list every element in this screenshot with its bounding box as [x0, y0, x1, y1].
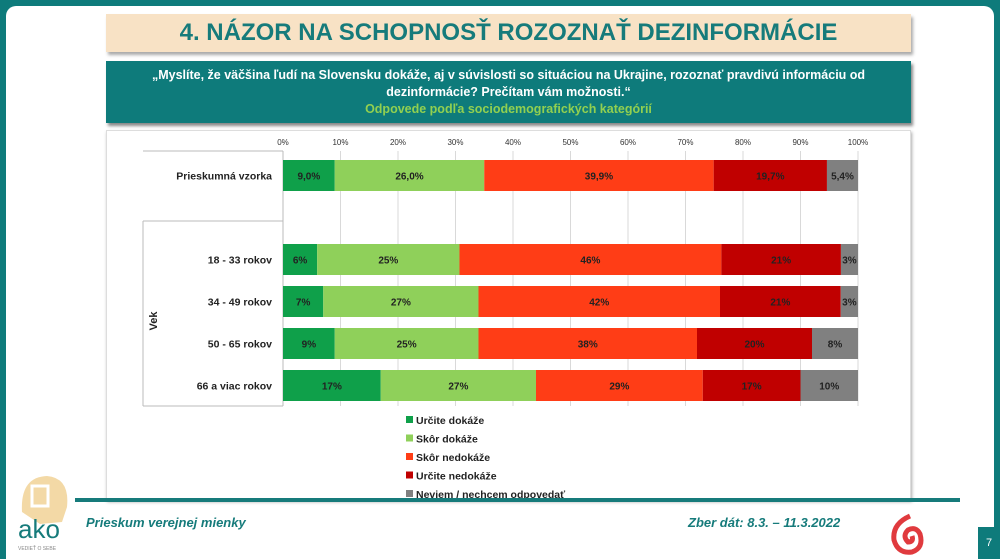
data-label: 8%	[828, 340, 843, 351]
bar-segment	[478, 328, 697, 359]
bar-segment	[800, 370, 858, 401]
bar-segment	[283, 328, 335, 359]
data-label: 39,9%	[585, 172, 613, 183]
footer-survey-name: Prieskum verejnej mienky	[86, 515, 246, 530]
category-label: 66 a viac rokov	[197, 381, 272, 393]
x-tick-label: 70%	[677, 138, 693, 147]
legend-swatch	[406, 434, 413, 442]
x-tick-label: 0%	[277, 138, 289, 147]
data-label: 25%	[378, 256, 398, 267]
bar-segment	[317, 244, 460, 275]
legend-swatch	[406, 416, 413, 423]
bar-segment	[484, 160, 714, 191]
page-number: 7	[978, 527, 1000, 559]
bar-segment	[721, 244, 841, 275]
x-tick-label: 10%	[332, 138, 348, 147]
chart-area: 0% 10% 20% 30% 40% 50% 60% 70% 80% 90% 100% Vek Prie…	[106, 130, 911, 501]
svg-text:VEDIEŤ O SEBE: VEDIEŤ O SEBE	[18, 544, 57, 552]
legend-item: Určite dokáže	[416, 415, 484, 427]
x-tick-label: 100%	[848, 138, 868, 147]
data-label: 10%	[819, 382, 839, 393]
bar-segment	[840, 286, 858, 317]
legend-item: Skôr nedokáže	[416, 452, 490, 464]
data-label: 5,4%	[831, 172, 854, 183]
bar-segment	[720, 286, 841, 317]
bar-segment	[283, 244, 318, 275]
data-label: 21%	[770, 298, 790, 309]
data-label: 27%	[391, 298, 411, 309]
footer-date: Zber dát: 8.3. – 11.3.2022	[688, 515, 841, 530]
bar-segment	[840, 244, 858, 275]
data-label: 9,0%	[297, 172, 320, 183]
data-label: 19,7%	[756, 172, 784, 183]
question-box: „Myslíte, že väčšina ľudí na Slovensku d…	[106, 61, 911, 123]
bar-segment	[478, 286, 720, 317]
bar-segment	[459, 244, 722, 275]
x-tick-label: 90%	[792, 138, 808, 147]
legend-item: Skôr dokáže	[416, 434, 478, 446]
data-label: 26,0%	[395, 172, 423, 183]
bar-segment	[812, 328, 858, 359]
data-label: 3%	[842, 256, 857, 267]
slide: 4. NÁZOR NA SCHOPNOSŤ ROZOZNAŤ DEZINFORM…	[6, 6, 994, 559]
group-label: Vek	[148, 311, 160, 331]
data-label: 20%	[744, 340, 764, 351]
bar-segment	[826, 160, 858, 191]
bar-segment	[334, 328, 479, 359]
category-label: 18 - 33 rokov	[208, 255, 272, 267]
data-label: 42%	[589, 298, 609, 309]
data-label: 7%	[296, 298, 311, 309]
x-tick-label: 60%	[620, 138, 636, 147]
page-title: 4. NÁZOR NA SCHOPNOSŤ ROZOZNAŤ DEZINFORM…	[106, 14, 911, 52]
x-tick-label: 30%	[447, 138, 463, 147]
data-label: 46%	[580, 256, 600, 267]
data-label: 27%	[448, 382, 468, 393]
subtitle: Odpovede podľa sociodemografických kateg…	[365, 102, 652, 116]
data-label: 29%	[609, 382, 629, 393]
bar-segment	[283, 160, 335, 191]
legend-swatch	[406, 471, 413, 479]
category-label: Prieskumná vzorka	[176, 171, 272, 183]
bar-segment	[697, 328, 812, 359]
data-label: 17%	[742, 382, 762, 393]
bar-segment	[380, 370, 536, 401]
data-label: 3%	[842, 298, 857, 309]
legend-swatch	[406, 453, 413, 460]
partner-logo-icon	[891, 513, 924, 555]
question-text: „Myslíte, že väčšina ľudí na Slovensku d…	[151, 68, 866, 99]
ako-logo: ako VEDIEŤ O SEBE	[18, 476, 68, 552]
data-label: 17%	[322, 382, 342, 393]
bar-segment	[334, 160, 485, 191]
data-label: 38%	[578, 340, 598, 351]
data-label: 9%	[302, 340, 317, 351]
bar-segment	[283, 370, 381, 401]
x-tick-label: 40%	[505, 138, 521, 147]
category-label: 50 - 65 rokov	[208, 339, 272, 351]
svg-text:ako: ako	[18, 514, 60, 544]
x-tick-label: 50%	[562, 138, 578, 147]
legend-item: Určite nedokáže	[416, 471, 497, 483]
bar-segment	[702, 370, 801, 401]
x-tick-label: 20%	[390, 138, 406, 147]
data-label: 21%	[771, 256, 791, 267]
x-tick-label: 80%	[735, 138, 751, 147]
bar-segment	[536, 370, 703, 401]
bar-segment	[713, 160, 827, 191]
footer-divider	[75, 498, 960, 502]
bar-segment	[323, 286, 479, 317]
stacked-bar-chart: 0% 10% 20% 30% 40% 50% 60% 70% 80% 90% 100% Vek Prie…	[142, 138, 868, 501]
bar-segment	[283, 286, 324, 317]
data-label: 25%	[397, 340, 417, 351]
category-label: 34 - 49 rokov	[208, 297, 272, 309]
data-label: 6%	[293, 256, 308, 267]
legend-swatch	[406, 490, 413, 497]
